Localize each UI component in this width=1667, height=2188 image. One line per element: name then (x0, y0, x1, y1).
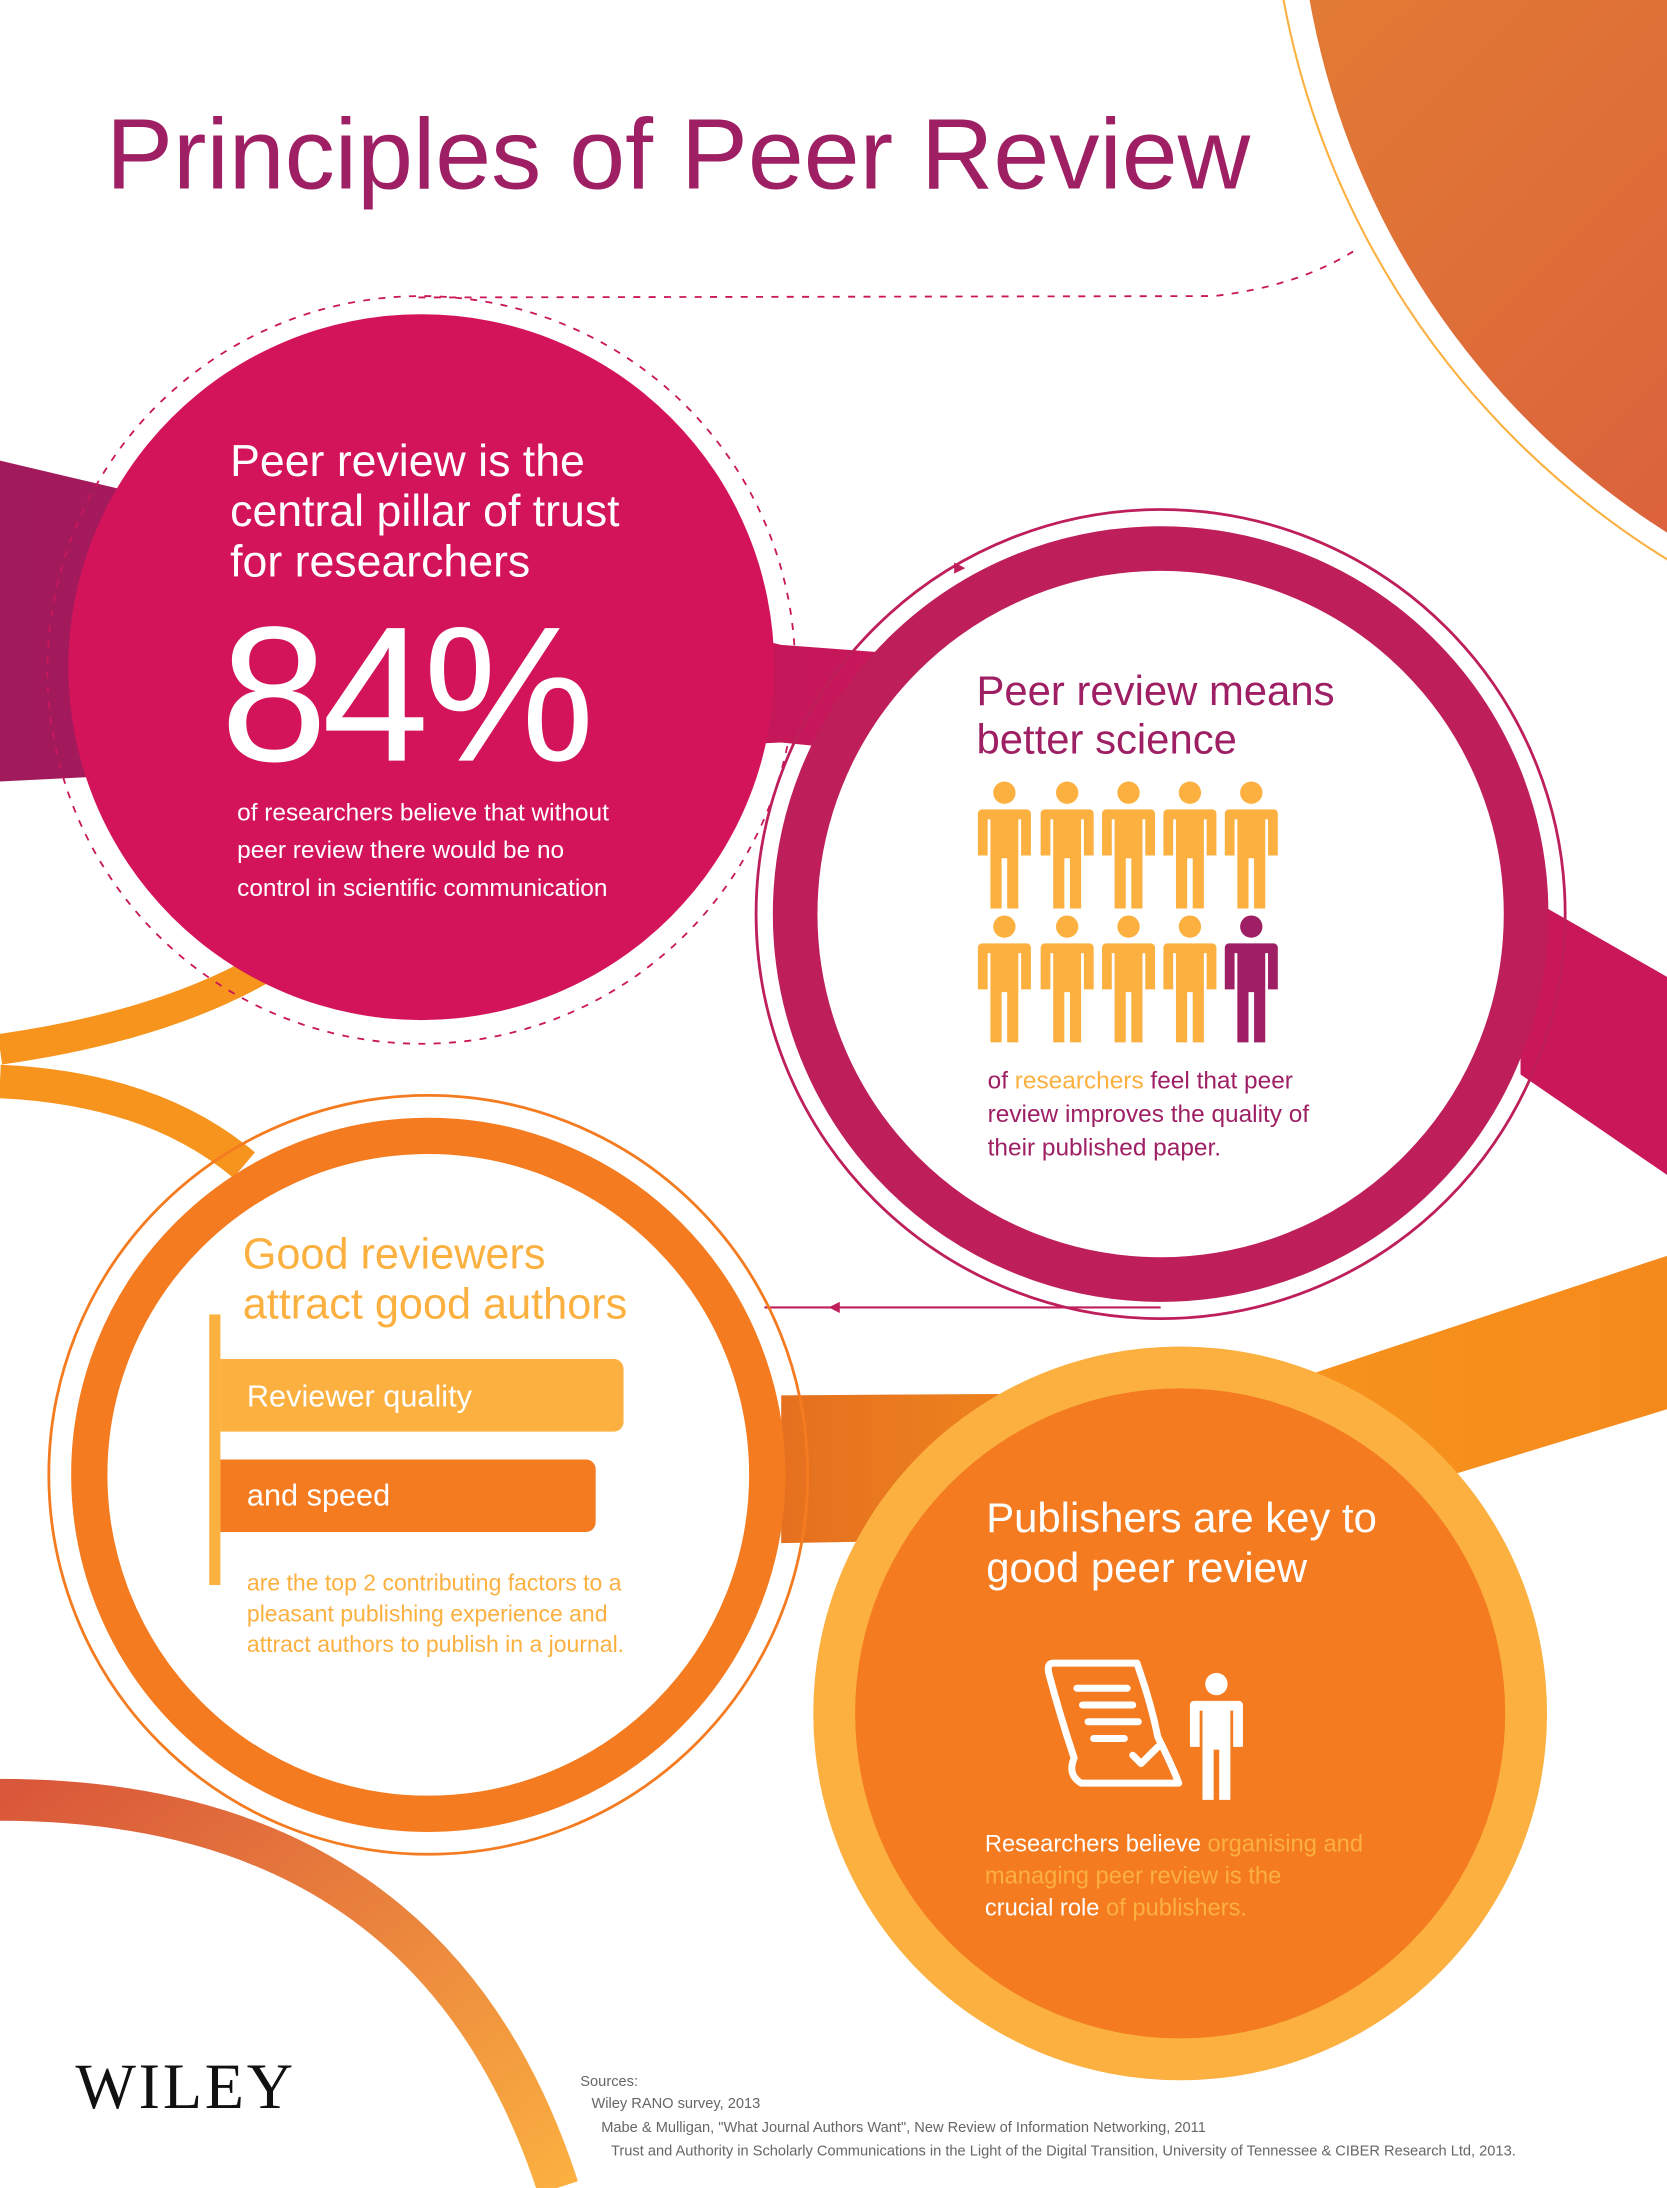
svg-text:are the top 2 contributing fac: are the top 2 contributing factors to a … (247, 1570, 628, 1657)
bar-speed (220, 1459, 596, 1533)
reviewers-heading: attract good authors (243, 1281, 628, 1329)
reviewers-outer-outline (47, 1094, 810, 1856)
dashed-connector (418, 250, 1354, 299)
trust-body: peer review there would be no (237, 837, 564, 864)
trust-heading: central pillar of trust (230, 487, 620, 536)
reviewers-body: are the top 2 contributing factors to a (247, 1570, 622, 1596)
publishers-body-highlight: managing peer review is the (985, 1864, 1281, 1890)
svg-text:Good reviewers attract g: Good reviewers attract good authors (243, 1230, 628, 1328)
svg-text:Researchers believe organising: Researchers believe organising and manag… (985, 1831, 1370, 1921)
trust-body: of researchers believe that without (237, 800, 609, 827)
trust-circle (68, 314, 775, 1021)
svg-text:of researchers believe that wi: of researchers believe that without peer… (237, 800, 616, 902)
trust-body: control in scientific communication (237, 875, 607, 902)
trust-stat: 84% (220, 587, 589, 802)
arrow-icon (954, 562, 966, 574)
science-heading: better science (976, 716, 1236, 763)
publishers-heading: Publishers are key to (986, 1494, 1377, 1541)
bar-label: Reviewer quality (247, 1378, 473, 1413)
science-body: of (988, 1067, 1015, 1094)
source-item: Mabe & Mulligan, "What Journal Authors W… (601, 2120, 1206, 2136)
trust-heading: for researchers (230, 537, 530, 586)
source-item: Wiley RANO survey, 2013 (591, 2096, 760, 2112)
bottom-left-arc (0, 1778, 578, 2188)
bar-reviewer-quality (220, 1359, 624, 1432)
science-section: Peer review means better science of rese… (754, 508, 1567, 1320)
reviewers-section: Good reviewers attract good authors Revi… (47, 1094, 810, 1856)
science-outer-outline (754, 508, 1567, 1320)
dashed-orbit (46, 295, 797, 1045)
publishers-body: Researchers believe (985, 1831, 1208, 1857)
reviewers-body: pleasant publishing experience and (247, 1600, 608, 1626)
svg-text:Peer review means better: Peer review means better science (976, 667, 1346, 763)
top-right-orange-disc (1309, 0, 1667, 533)
svg-text:Sources: Wiley RANO survey: Sources: Wiley RANO survey, 2013 Mabe & … (580, 2074, 1515, 2160)
publishers-section: Publishers are key to good peer review R… (813, 1346, 1548, 2081)
magenta-ribbon-right (1520, 893, 1667, 1175)
science-body-highlight: researchers (1015, 1067, 1144, 1094)
orange-arc-lower (0, 1064, 255, 1179)
orange-arc-upper (0, 949, 280, 1065)
science-body: feel that peer (1144, 1067, 1293, 1094)
bar-label: and speed (247, 1478, 390, 1513)
science-body: review improves the quality of (988, 1101, 1310, 1128)
science-ring (772, 526, 1549, 1302)
svg-text:Peer review is the centr: Peer review is the central pillar of tru… (230, 437, 632, 586)
trust-section: Peer review is the central pillar of tru… (68, 314, 775, 1021)
sources-label: Sources: (580, 2074, 638, 2090)
svg-text:Publishers are key to go: Publishers are key to good peer review (986, 1494, 1388, 1591)
svg-text:of researchers feel that peer: of researchers feel that peer review imp… (988, 1067, 1316, 1161)
publishers-body-highlight: of publishers. (1099, 1896, 1247, 1922)
publishers-body: crucial role (985, 1896, 1100, 1922)
page-title: Principles of Peer Review (106, 99, 1251, 211)
bar-axis (209, 1314, 221, 1586)
publishers-inner-disc (855, 1388, 1506, 2039)
wiley-logo: WILEY (75, 2051, 296, 2122)
arrow-icon (828, 1301, 840, 1314)
trust-heading: Peer review is the (230, 437, 585, 486)
document-scroll-icon (1044, 1659, 1183, 1787)
reviewers-body: attract authors to publish in a journal. (247, 1631, 624, 1657)
reviewers-heading: Good reviewers (243, 1230, 546, 1278)
science-body: their published paper. (988, 1134, 1221, 1161)
publishers-body-highlight: organising and (1208, 1831, 1364, 1857)
publishers-heading: good peer review (986, 1544, 1308, 1591)
science-heading: Peer review means (976, 667, 1334, 714)
source-item: Trust and Authority in Scholarly Communi… (611, 2144, 1516, 2160)
